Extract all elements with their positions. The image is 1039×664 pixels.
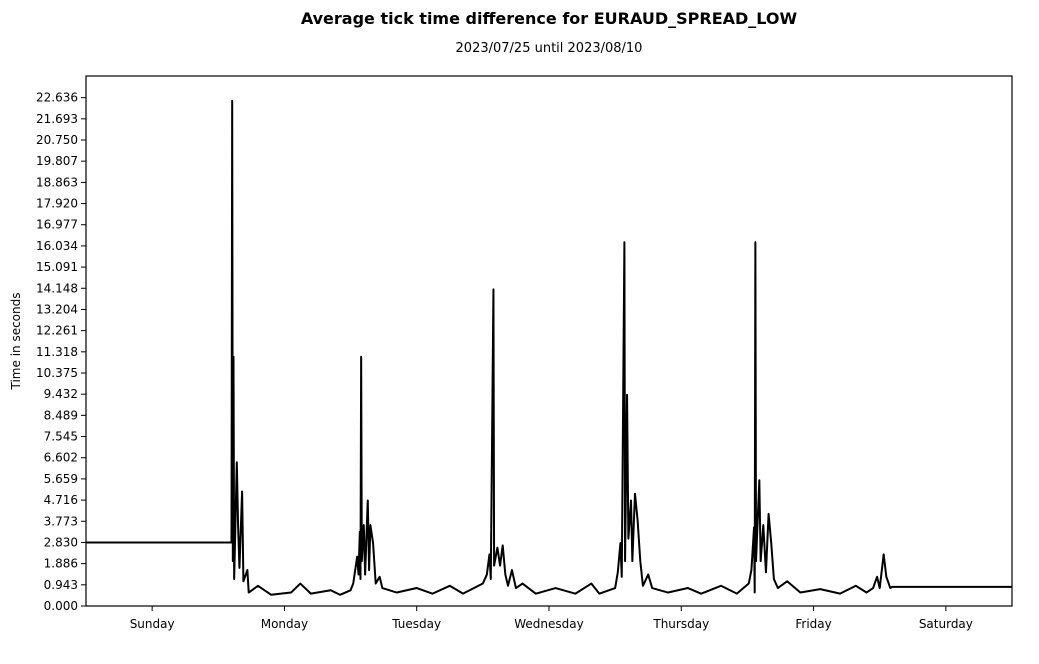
- ytick-label: 12.261: [36, 324, 78, 338]
- ytick-label: 17.920: [36, 197, 78, 211]
- ytick-label: 14.148: [36, 281, 78, 295]
- ytick-label: 1.886: [44, 557, 78, 571]
- ytick-label: 16.034: [36, 239, 78, 253]
- chart-container: Average tick time difference for EURAUD_…: [0, 0, 1039, 664]
- xtick-label: Friday: [795, 617, 831, 631]
- ytick-label: 8.489: [44, 408, 78, 422]
- ytick-label: 5.659: [44, 472, 78, 486]
- ytick-label: 18.863: [36, 175, 78, 189]
- chart-subtitle: 2023/07/25 until 2023/08/10: [456, 41, 643, 56]
- xtick-label: Wednesday: [514, 617, 583, 631]
- xtick-label: Sunday: [130, 617, 175, 631]
- ytick-label: 13.204: [36, 302, 78, 316]
- ytick-label: 7.545: [44, 430, 78, 444]
- ytick-label: 9.432: [44, 387, 78, 401]
- chart-svg: Average tick time difference for EURAUD_…: [0, 0, 1039, 664]
- ytick-label: 22.636: [36, 91, 78, 105]
- xtick-label: Saturday: [919, 617, 973, 631]
- ytick-label: 10.375: [36, 366, 78, 380]
- ytick-label: 11.318: [36, 345, 78, 359]
- ytick-label: 4.716: [44, 493, 78, 507]
- ytick-label: 15.091: [36, 260, 78, 274]
- ytick-label: 0.000: [44, 599, 78, 613]
- chart-title: Average tick time difference for EURAUD_…: [301, 9, 798, 28]
- ytick-label: 0.943: [44, 578, 78, 592]
- ytick-label: 20.750: [36, 133, 78, 147]
- ytick-label: 19.807: [36, 154, 78, 168]
- y-axis-label: Time in seconds: [9, 293, 23, 391]
- ytick-label: 2.830: [44, 535, 78, 549]
- ytick-label: 6.602: [44, 451, 78, 465]
- ytick-label: 21.693: [36, 112, 78, 126]
- ytick-label: 3.773: [44, 514, 78, 528]
- xtick-label: Tuesday: [391, 617, 441, 631]
- ytick-label: 16.977: [36, 218, 78, 232]
- xtick-label: Monday: [261, 617, 308, 631]
- xtick-label: Thursday: [652, 617, 709, 631]
